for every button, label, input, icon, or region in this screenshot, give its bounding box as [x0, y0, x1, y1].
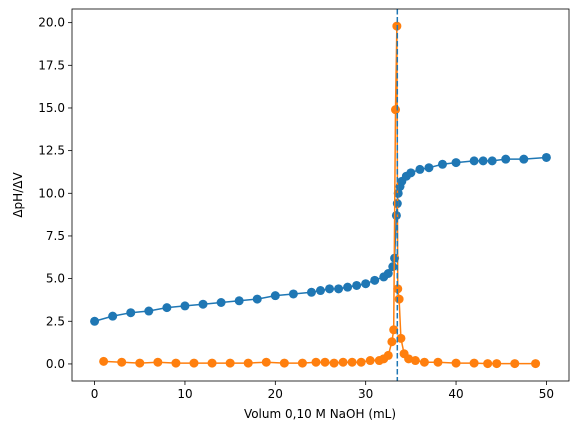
point [410, 356, 420, 366]
y-tick-label: 15.0 [38, 101, 65, 115]
point [433, 357, 443, 367]
y-tick-label: 2.5 [46, 314, 65, 328]
x-tick-label: 20 [268, 387, 283, 401]
point [492, 359, 502, 369]
y-tick-label: 10.0 [38, 186, 65, 200]
series-line [103, 26, 536, 365]
point [389, 325, 399, 335]
x-tick-label: 40 [448, 387, 463, 401]
point [234, 296, 244, 306]
point [391, 105, 401, 115]
point [478, 156, 488, 166]
point [207, 358, 217, 368]
point [387, 337, 397, 347]
point [406, 168, 416, 178]
point [531, 359, 541, 369]
y-tick-label: 5.0 [46, 272, 65, 286]
point [225, 358, 235, 368]
point [501, 154, 511, 164]
point [394, 294, 404, 304]
point [451, 358, 461, 368]
point [216, 298, 226, 308]
point [288, 289, 298, 299]
point [510, 359, 520, 369]
point [162, 303, 172, 313]
y-tick-label: 12.5 [38, 144, 65, 158]
series-line [94, 156, 547, 322]
y-tick-label: 0.0 [46, 357, 65, 371]
x-tick-label: 0 [91, 387, 99, 401]
point [311, 357, 321, 367]
point [469, 156, 479, 166]
point [451, 158, 461, 168]
point [329, 358, 339, 368]
point [126, 308, 136, 318]
y-tick-label: 17.5 [38, 58, 65, 72]
point [391, 210, 401, 220]
x-tick-label: 30 [358, 387, 373, 401]
point [415, 164, 425, 174]
point [483, 359, 493, 369]
point [320, 357, 330, 367]
point [334, 284, 344, 294]
y-tick-label: 7.5 [46, 229, 65, 243]
point [388, 262, 398, 272]
point [189, 358, 199, 368]
point [352, 280, 362, 290]
plot-frame [71, 8, 570, 382]
point [519, 154, 529, 164]
point [117, 357, 127, 367]
point [316, 286, 325, 296]
point [338, 357, 348, 367]
point [279, 358, 289, 368]
point [198, 299, 208, 309]
point [180, 301, 190, 311]
point [393, 188, 403, 198]
point [297, 358, 307, 368]
point [347, 357, 357, 367]
point [393, 284, 403, 294]
point [419, 357, 429, 367]
point [153, 357, 163, 367]
point [270, 291, 280, 301]
point [306, 287, 316, 297]
point [370, 275, 380, 285]
point [356, 357, 366, 367]
point [361, 279, 371, 289]
point [396, 333, 406, 343]
point [469, 358, 479, 368]
point [437, 159, 447, 169]
point [383, 350, 393, 360]
point [343, 282, 353, 292]
point [404, 354, 414, 364]
y-axis-label: ΔpH/ΔV [11, 172, 25, 218]
x-axis-label: Volum 0,10 M NaOH (mL) [244, 407, 396, 421]
x-tick-label: 50 [539, 387, 554, 401]
point [171, 358, 181, 368]
point [108, 311, 118, 321]
point [243, 358, 253, 368]
point [261, 357, 271, 367]
point [135, 358, 145, 368]
point [144, 306, 154, 316]
point [541, 152, 551, 162]
point [99, 356, 109, 366]
x-tick-label: 10 [177, 387, 192, 401]
point [325, 284, 335, 294]
point [365, 356, 375, 366]
point [487, 156, 497, 166]
y-tick-label: 20.0 [38, 16, 65, 30]
point [424, 163, 434, 173]
point [90, 316, 100, 326]
point [252, 294, 262, 304]
point [383, 268, 393, 278]
